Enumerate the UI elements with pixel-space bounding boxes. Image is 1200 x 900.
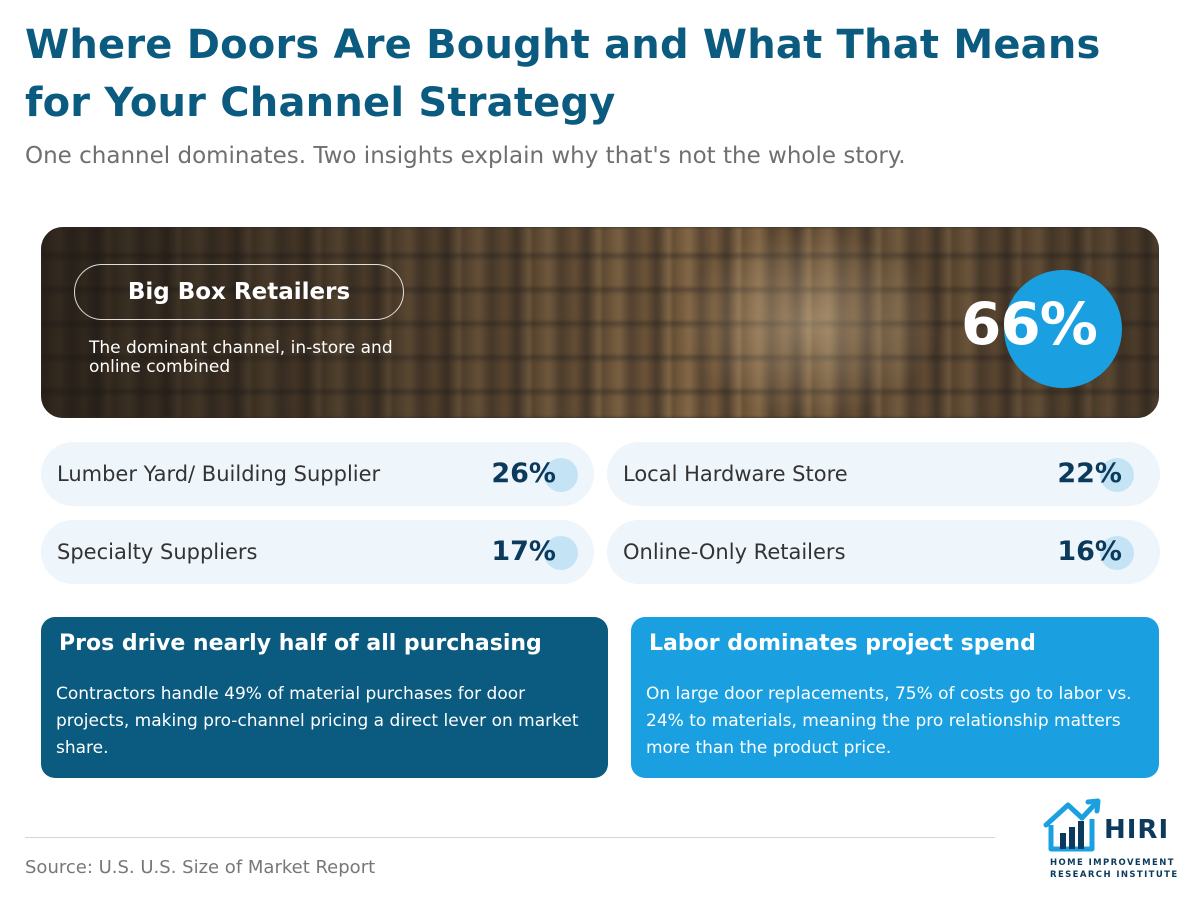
page-title: Where Doors Are Bought and What That Mea… bbox=[25, 22, 1101, 126]
page-subtitle: One channel dominates. Two insights expl… bbox=[25, 143, 906, 169]
footer-divider bbox=[25, 837, 995, 838]
store-shelves-background bbox=[41, 227, 1159, 418]
stat-accent-circle bbox=[1100, 536, 1134, 570]
hero-value-circle bbox=[1004, 270, 1122, 388]
background-light-glow bbox=[681, 227, 941, 418]
hero-card: Big Box Retailers The dominant channel, … bbox=[41, 227, 1159, 418]
hero-channel-label: Big Box Retailers bbox=[127, 279, 351, 305]
channel-stat-lumber-yard: Lumber Yard/ Building Supplier 26% bbox=[41, 442, 594, 506]
hiri-logo: HIRI HOME IMPROVEMENT RESEARCH INSTITUTE bbox=[1040, 797, 1185, 887]
insight-card-pros: Pros drive nearly half of all purchasing… bbox=[41, 617, 608, 778]
insight-body: On large door replacements, 75% of costs… bbox=[646, 684, 1132, 758]
channel-stat-label: Online-Only Retailers bbox=[623, 540, 846, 564]
logo-tagline-line1: HOME IMPROVEMENT bbox=[1050, 858, 1175, 868]
hero-value: 66% bbox=[961, 290, 1098, 358]
channel-stat-value: 26% bbox=[491, 458, 556, 489]
stat-accent-circle bbox=[1100, 458, 1134, 492]
logo-tagline: HOME IMPROVEMENT RESEARCH INSTITUTE bbox=[1050, 857, 1185, 881]
channel-stat-value: 16% bbox=[1057, 536, 1122, 567]
house-chart-icon bbox=[1043, 798, 1101, 852]
logo-wordmark: HIRI bbox=[1104, 815, 1170, 845]
channel-stat-label: Specialty Suppliers bbox=[57, 540, 258, 564]
channel-stat-local-hardware: Local Hardware Store 22% bbox=[607, 442, 1160, 506]
channel-stat-label: Local Hardware Store bbox=[623, 462, 848, 486]
insight-heading: Pros drive nearly half of all purchasing bbox=[59, 631, 542, 656]
source-note: Source: U.S. U.S. Size of Market Report bbox=[25, 857, 376, 878]
logo-tagline-line2: RESEARCH INSTITUTE bbox=[1050, 870, 1179, 880]
channel-stat-specialty: Specialty Suppliers 17% bbox=[41, 520, 594, 584]
hero-channel-pill: Big Box Retailers bbox=[74, 264, 404, 320]
insight-card-labor: Labor dominates project spend On large d… bbox=[631, 617, 1159, 778]
hero-description: The dominant channel, in-store and onlin… bbox=[89, 338, 393, 377]
stat-accent-circle bbox=[544, 536, 578, 570]
insight-heading: Labor dominates project spend bbox=[649, 631, 1036, 656]
channel-stat-label: Lumber Yard/ Building Supplier bbox=[57, 462, 381, 486]
channel-stat-value: 22% bbox=[1057, 458, 1122, 489]
channel-stat-value: 17% bbox=[491, 536, 556, 567]
channel-stat-online-only: Online-Only Retailers 16% bbox=[607, 520, 1160, 584]
insight-body: Contractors handle 49% of material purch… bbox=[56, 684, 579, 758]
stat-accent-circle bbox=[544, 458, 578, 492]
